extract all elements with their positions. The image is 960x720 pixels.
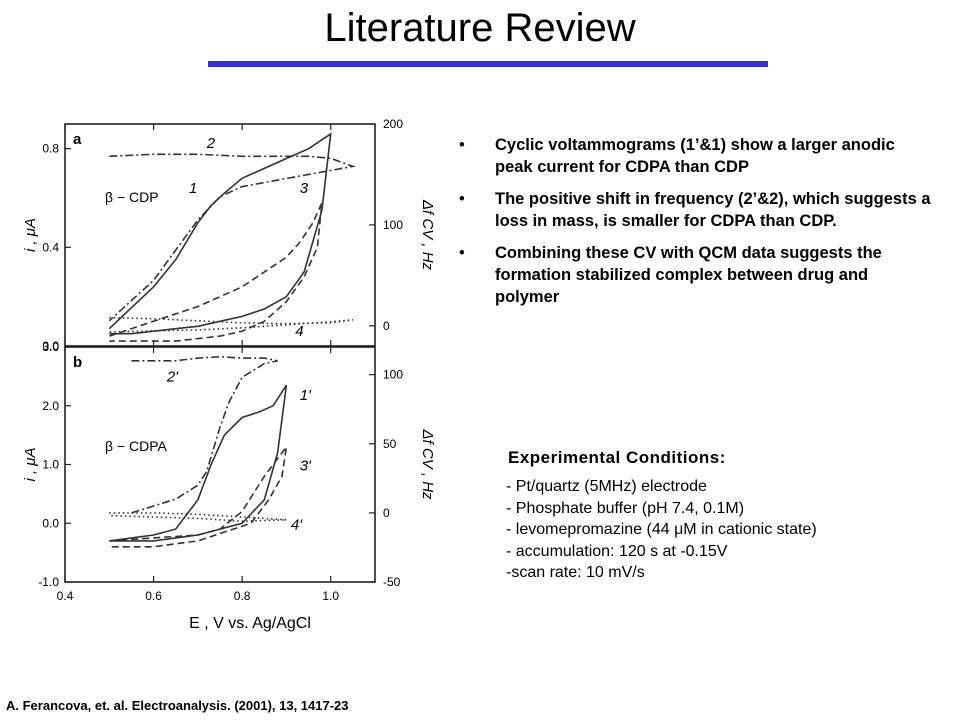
bullet-item: • Cyclic voltammograms (1’&1) show a larg…	[455, 134, 935, 178]
conditions-list: - Pt/quartz (5MHz) electrode - Phosphate…	[506, 476, 817, 584]
plot-frame	[64, 346, 376, 583]
y-axis-label: i , μA	[22, 447, 39, 481]
x-tick-label: 0.4	[57, 589, 74, 603]
series-label: 2	[206, 135, 216, 152]
series-label: 1'	[300, 387, 312, 404]
bullet-dot: •	[459, 244, 465, 262]
series-label: 1	[189, 180, 197, 197]
bullet-text: The positive shift in frequency (2’&2), …	[495, 190, 931, 230]
x-tick-label: 0.6	[145, 589, 162, 603]
bullet-item: • The positive shift in frequency (2’&2),…	[455, 188, 935, 232]
polymer-annotation: β − CDPA	[105, 438, 168, 454]
series-line-3	[109, 202, 323, 342]
y-tick-label: 2.0	[42, 399, 59, 413]
plot-frame	[64, 123, 376, 347]
series-line-2	[108, 153, 356, 322]
y2-tick-label: 0	[383, 506, 390, 520]
condition-item: - levomepromazine (44 μM in cationic sta…	[506, 521, 817, 538]
x-axis-ticklabels: 0.4 0.6 0.8 1.0	[57, 589, 340, 603]
condition-item: -scan rate: 10 mV/s	[506, 564, 645, 581]
panel-label: a	[73, 131, 82, 148]
y2-tick-label: 100	[383, 368, 403, 382]
panel-a: 0.0 0.4 0.8 0 100 200 i , μA Δf CV , Hz a β − CDP…	[22, 117, 436, 353]
y-tick-label: 0.0	[42, 516, 59, 530]
conditions-heading: Experimental Conditions:	[508, 448, 726, 467]
bullet-item: • Combining these CV with QCM data sugges…	[455, 242, 935, 308]
cv-qcm-figure: 0.0 0.4 0.8 0 100 200 i , μA Δf CV , Hz a β − CDP…	[22, 117, 436, 632]
series-label: 3'	[300, 457, 312, 474]
series-label: 4'	[291, 516, 303, 533]
bullet-text: Combining these CV with QCM data suggest…	[495, 244, 882, 306]
title-underline	[208, 61, 768, 67]
bullet-dot: •	[459, 190, 465, 208]
y2-tick-label: 50	[383, 437, 397, 451]
x-tick-label: 0.8	[234, 589, 251, 603]
condition-item: - Pt/quartz (5MHz) electrode	[506, 478, 707, 495]
y-tick-label: 0.8	[42, 142, 59, 156]
series-label: 2'	[166, 369, 179, 386]
y2-tick-label: -50	[383, 575, 401, 589]
panel-label: b	[73, 354, 82, 371]
y2-tick-label: 100	[383, 218, 403, 232]
y-tick-label: 0.4	[42, 240, 59, 254]
bullet-text: Cyclic voltammograms (1’&1) show a large…	[495, 136, 895, 176]
citation: A. Ferancova, et. al. Electroanalysis. (…	[6, 698, 349, 713]
series-line-1	[108, 132, 332, 335]
x-axis-label: E , V vs. Ag/AgCl	[189, 615, 311, 632]
series-label: 3	[300, 180, 309, 197]
series-label: 4	[295, 323, 303, 340]
bullet-dot: •	[459, 136, 465, 154]
x-tick-label: 1.0	[322, 589, 339, 603]
series-line-4	[109, 316, 354, 333]
condition-item: - Phosphate buffer (pH 7.4, 0.1M)	[506, 499, 745, 517]
polymer-annotation: β − CDP	[105, 189, 159, 205]
panel-b: -1.0 0.0 1.0 2.0 3.0 -50 0 50 100 i , μA Δf CV , H…	[22, 340, 436, 589]
series-line-2p	[131, 355, 278, 514]
bullet-list: • Cyclic voltammograms (1’&1) show a larg…	[455, 134, 935, 318]
y2-axis-label: Δf CV , Hz	[419, 199, 436, 271]
series-line-1p	[109, 384, 288, 542]
condition-item: - accumulation: 120 s at -0.15V	[506, 542, 728, 560]
slide-title: Literature Review	[324, 6, 636, 50]
series-line-4p	[109, 512, 287, 523]
y-tick-label: 0.0	[42, 339, 59, 353]
y2-axis-label: Δf CV , Hz	[419, 428, 436, 500]
series-line-3p	[109, 446, 288, 548]
y-axis-label: i , μA	[22, 218, 39, 252]
y-tick-label: 1.0	[42, 458, 59, 472]
y2-tick-label: 0	[383, 319, 390, 333]
y-tick-label: 3.0	[42, 340, 59, 354]
y2-tick-label: 200	[383, 117, 403, 131]
y-tick-label: -1.0	[38, 575, 59, 589]
